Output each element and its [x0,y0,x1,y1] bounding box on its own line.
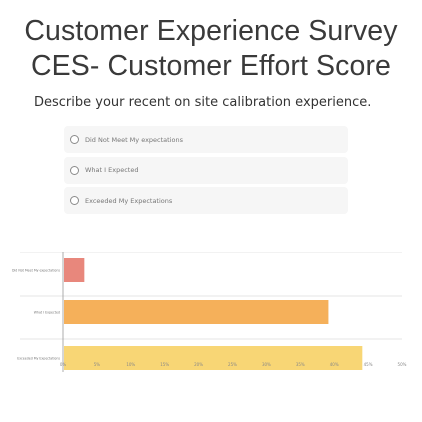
option-did-not-meet[interactable]: Did Not Meet My expectations [64,126,348,153]
survey-title-line-1: Customer Experience Survey [24,15,398,47]
category-label: Did Not Meet My expectations [12,269,60,273]
radio-button-icon[interactable] [70,196,79,205]
radio-button-icon[interactable] [70,165,79,175]
x-tick-label: 45% [364,362,373,367]
survey-title-line-2: CES- Customer Effort Score [30,50,392,82]
option-label: What I Expected [85,166,139,174]
results-bar-chart: Did Not Meet My expectations What I Expec… [12,252,407,372]
option-label: Exceeded My Expectations [85,196,173,205]
x-tick-label: 25% [228,362,237,367]
x-tick-label: 10% [126,362,135,367]
option-what-i-expected[interactable]: What I Expected [64,156,348,184]
x-tick-label: 20% [194,362,203,367]
radio-button-icon[interactable] [70,135,79,144]
x-tick-label: 50% [398,362,407,367]
x-tick-label: 15% [160,362,169,367]
x-tick-label: 40% [330,362,339,367]
option-exceeded[interactable]: Exceeded My Expectations [64,187,348,214]
x-tick-label: 30% [262,362,271,367]
survey-question: Describe your recent on site calibration… [34,95,372,110]
bar [64,258,85,282]
category-label: What I Expected [34,311,60,315]
bar [64,300,329,324]
bar [64,346,363,370]
x-tick-label: 5% [94,362,101,367]
option-label: Did Not Meet My expectations [85,135,183,144]
answer-options: Did Not Meet My expectations What I Expe… [64,126,348,218]
category-label: Exceeded My Expectations [17,357,60,361]
survey-title: Customer Experience Survey CES- Customer… [0,14,422,84]
x-tick-label: 35% [296,362,305,367]
x-tick-label: 0% [60,362,67,367]
